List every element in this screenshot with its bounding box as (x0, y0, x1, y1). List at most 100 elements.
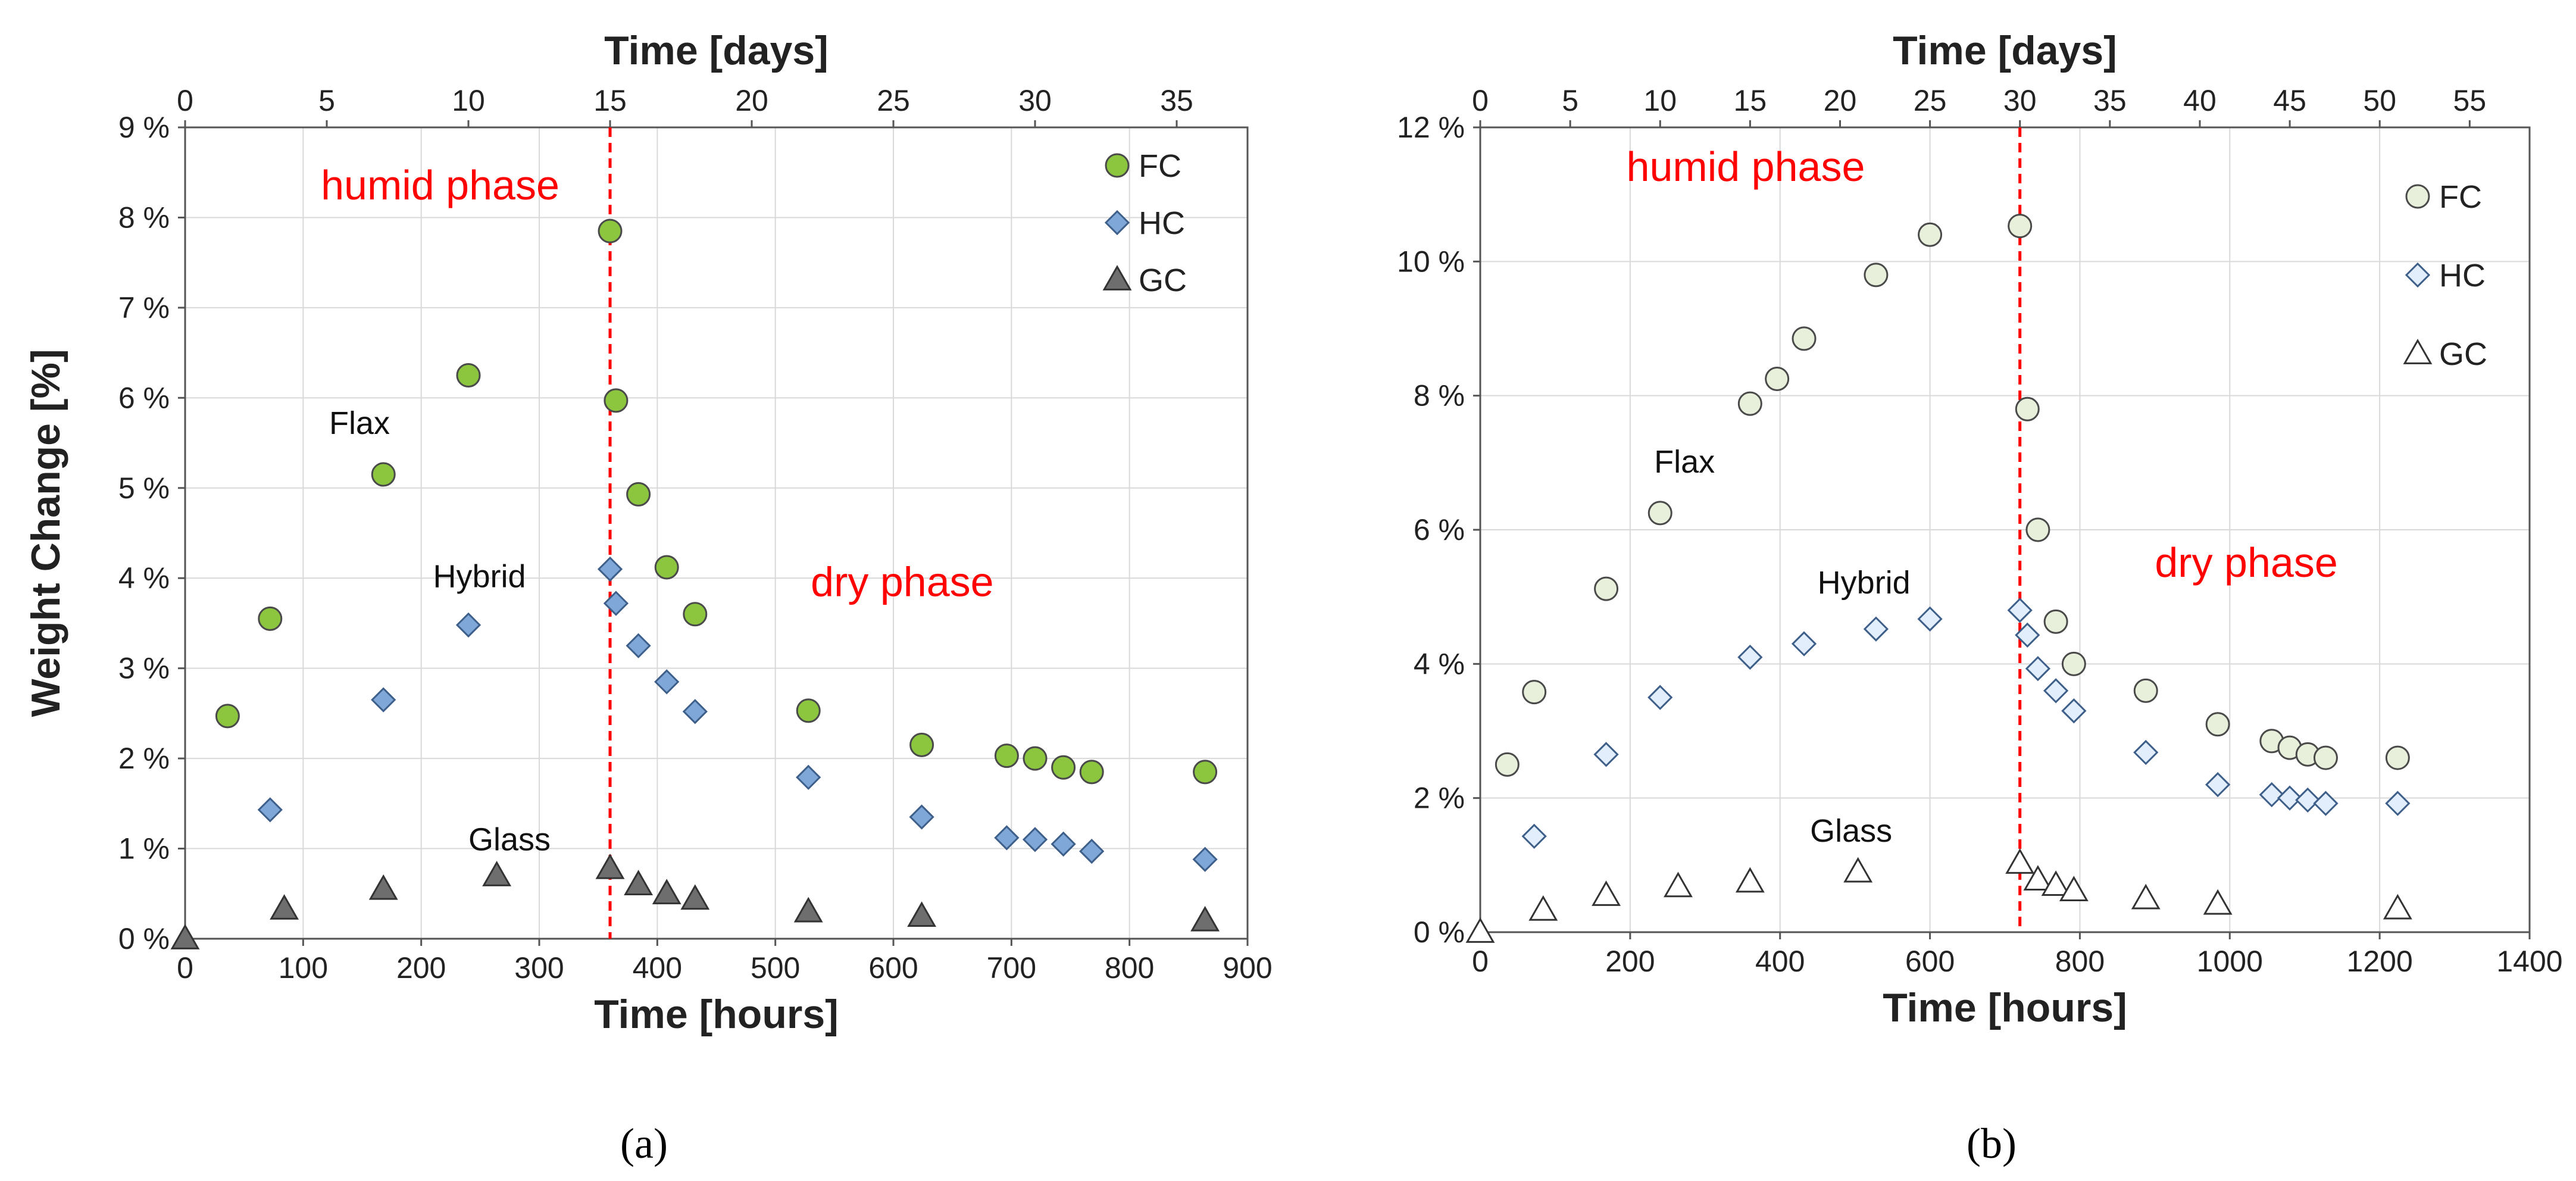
chart-a-point-hc (1079, 838, 1105, 864)
chart-b-point-gc (2005, 848, 2035, 874)
chart-b-point-hc (1863, 616, 1889, 642)
chart-b-point-fc (1864, 263, 1889, 288)
chart-b-x2-tick-label: 20 (1824, 84, 1857, 117)
chart-a-point-hc (1051, 831, 1076, 857)
chart-a-point-gc (1190, 905, 1220, 932)
chart-b-point-hc (2015, 622, 2040, 648)
chart-b-point-fc (2015, 396, 2040, 421)
chart-b-point-hc (2205, 772, 2231, 798)
chart-a-point-gc (680, 884, 710, 910)
chart-a-point-hc (455, 612, 482, 638)
chart-b-point-gc (1528, 895, 1558, 921)
chart-b-y-tick-label: 12 % (1397, 111, 1465, 144)
chart-b-x2-tick-label: 0 (1472, 84, 1489, 117)
chart-a-point-hc (603, 590, 629, 616)
chart-b-point-hc (2043, 678, 2069, 704)
chart-b-x2-tick-label: 30 (2003, 84, 2037, 117)
chart-b-legend-marker-gc (2403, 339, 2433, 364)
chart-b-x2-tick-label: 5 (1562, 84, 1578, 117)
chart-b-x-tick-label: 1000 (2197, 945, 2263, 978)
chart-a-legend-marker-fc (1105, 153, 1130, 178)
chart-b-point-fc (1594, 576, 1619, 601)
chart-b-point-gc (2041, 870, 2071, 896)
chart-b-legend-marker-hc (2405, 262, 2431, 288)
chart-b-point-fc (2385, 745, 2410, 770)
chart-b-point-fc (2205, 712, 2230, 737)
chart-b-point-hc (2007, 598, 2033, 623)
chart-b-x-tick-label: 800 (2055, 945, 2105, 978)
chart-a-y-tick-label: 5 % (118, 471, 170, 505)
chart-a-x2-tick-label: 10 (452, 84, 485, 117)
chart-b-point-gc (2383, 893, 2412, 920)
chart-a-point-gc (652, 879, 681, 905)
chart-a-x2-tick-label: 25 (877, 84, 910, 117)
chart-a-point-fc (1051, 755, 1076, 780)
chart-a-point-fc (258, 606, 283, 631)
chart-b-point-hc (1593, 742, 1619, 767)
chart-b-legend-label-hc: HC (2439, 258, 2486, 293)
chart-b-x2-tick-label: 50 (2363, 84, 2396, 117)
chart-b-point-fc (2061, 651, 2086, 676)
chart-b-x-tick-label: 1400 (2496, 945, 2562, 978)
chart-a-y-tick-label: 1 % (118, 832, 170, 866)
chart-b-material-label: Flax (1654, 444, 1715, 480)
chart-b-point-hc (2385, 791, 2411, 816)
chart-b-point-gc (2203, 889, 2233, 915)
chart-b-point-hc (1647, 685, 1673, 710)
chart-b-point-fc (1647, 501, 1672, 526)
chart-a-point-hc (909, 804, 934, 830)
chart-a-point-hc (1192, 846, 1218, 872)
chart-b-x2-tick-label: 10 (1643, 84, 1677, 117)
chart-a-point-hc (257, 797, 283, 823)
chart-b-phase-label: humid phase (1627, 143, 1865, 190)
chart-a-point-fc (909, 732, 934, 757)
chart-a-x-tick-label: 900 (1223, 951, 1272, 985)
chart-a-point-fc (994, 743, 1019, 768)
chart-a-point-hc (654, 669, 680, 695)
chart-b-point-fc (1765, 367, 1790, 391)
chart-a-legend-label-gc: GC (1139, 263, 1187, 298)
chart-b-point-fc (1792, 326, 1817, 351)
chart-b-x-tick-label: 600 (1905, 945, 1955, 978)
chart-a-y-axis-title: Weight Change [%] (23, 349, 68, 717)
chart-a-point-gc (595, 853, 625, 879)
chart-a-y-tick-label: 4 % (118, 561, 170, 595)
chart-a-point-fc (796, 698, 821, 723)
chart-b-point-hc (1521, 823, 1547, 849)
chart-b-x2-tick-label: 35 (2093, 84, 2127, 117)
chart-a-point-fc (1079, 760, 1104, 785)
chart-a-x2-axis-title: Time [days] (604, 28, 829, 73)
chart-a-y-tick-label: 2 % (118, 742, 170, 775)
chart-b-material-label: Hybrid (1818, 565, 1911, 601)
chart-b-point-hc (2295, 787, 2321, 813)
chart-a-y-tick-label: 9 % (118, 111, 170, 144)
chart-a-point-gc (907, 901, 937, 927)
chart-b-x2-axis-title: Time [days] (1893, 28, 2117, 73)
chart-a-point-fc (626, 482, 651, 507)
chart-a-point-hc (682, 699, 708, 724)
chart-a-x2-tick-label: 35 (1160, 84, 1193, 117)
chart-b-canvas: 0 200 400 600 800 1000 1200 1400 0 5 10 15 20 25 30 35 4… (1397, 28, 2563, 1030)
chart-b-point-gc (1664, 871, 1693, 898)
chart-b-legend-marker-fc (2405, 184, 2430, 209)
panel-label-a: (a) (620, 1120, 668, 1167)
chart-a-legend-label-fc: FC (1139, 148, 1181, 184)
chart-a-y-tick-label: 7 % (118, 291, 170, 324)
chart-b-x-tick-label: 200 (1605, 945, 1655, 978)
chart-a-x2-tick-label: 0 (177, 84, 193, 117)
chart-b-point-fc (1522, 680, 1547, 705)
chart-b-point-hc (1791, 631, 1817, 657)
chart-b-y-tick-label: 8 % (1414, 379, 1465, 413)
chart-b-point-fc (2025, 517, 2050, 542)
chart-a-x2-tick-label: 5 (318, 84, 335, 117)
chart-a-legend-label-hc: HC (1139, 205, 1185, 241)
chart-a-point-fc (683, 602, 708, 627)
chart-b-point-gc (1465, 917, 1495, 943)
chart-b-point-gc (1735, 867, 1765, 893)
chart-b-x2-tick-label: 25 (1914, 84, 1947, 117)
chart-panel-a: 0 100 200 300 400 500 600 700 800 900 0 5 10 15 20 25 30… (23, 28, 1273, 1167)
chart-a-y-tick-label: 3 % (118, 652, 170, 685)
chart-b-point-gc (2023, 865, 2053, 891)
chart-a-material-label: Hybrid (433, 558, 526, 594)
chart-b-legend-label-fc: FC (2439, 179, 2482, 215)
